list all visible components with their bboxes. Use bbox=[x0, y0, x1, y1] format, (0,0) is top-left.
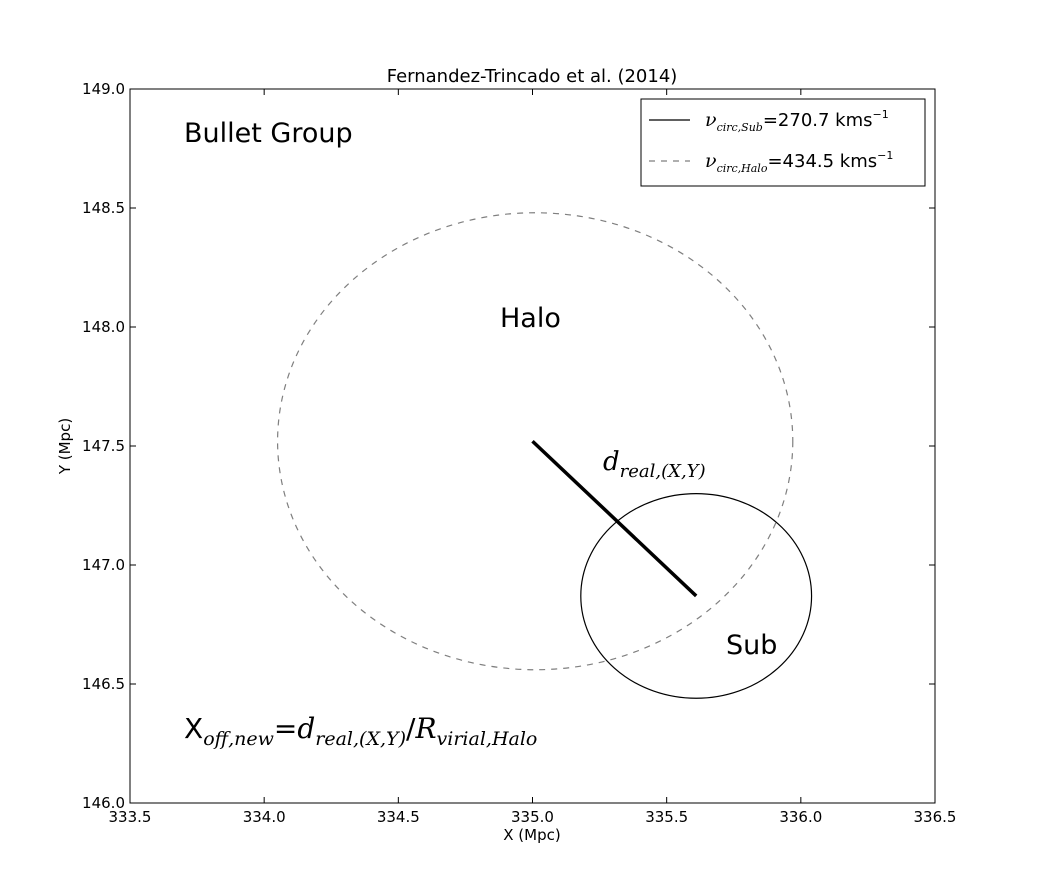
y-tick-label: 148.5 bbox=[82, 199, 125, 217]
y-tick-label: 149.0 bbox=[82, 80, 125, 98]
x-tick-label: 335.0 bbox=[511, 808, 554, 826]
legend-entry-halo: νcirc,Halo=434.5 kms−1 bbox=[705, 149, 893, 175]
sub-label: Sub bbox=[726, 630, 777, 661]
legend-box bbox=[640, 98, 926, 187]
sub-circle bbox=[580, 493, 813, 699]
x-axis-label: X (Mpc) bbox=[503, 826, 560, 844]
y-axis-label: Y (Mpc) bbox=[56, 418, 74, 475]
plot-shapes bbox=[276, 212, 813, 699]
x-tick-label: 333.5 bbox=[109, 808, 152, 826]
distance-label: dreal,(X,Y) bbox=[603, 447, 706, 482]
y-tick-label: 146.5 bbox=[82, 675, 125, 693]
y-tick-label: 147.0 bbox=[82, 556, 125, 574]
plot-area bbox=[129, 88, 936, 804]
group-name-label: Bullet Group bbox=[184, 118, 353, 149]
x-tick-label: 334.0 bbox=[243, 808, 286, 826]
legend-entry-sub: νcirc,Sub=270.7 kms−1 bbox=[705, 108, 889, 134]
offset-formula: Xoff,new=dreal,(X,Y)/Rvirial,Halo bbox=[184, 712, 537, 750]
halo-circle bbox=[276, 212, 794, 671]
halo-label: Halo bbox=[500, 303, 561, 334]
distance-segment bbox=[531, 439, 698, 598]
chart-title: Fernandez-Trincado et al. (2014) bbox=[387, 66, 678, 87]
x-axis: 333.5 334.0 334.5 335.0 335.5 336.0 336.5 bbox=[109, 89, 957, 826]
y-tick-label: 147.5 bbox=[82, 437, 125, 455]
x-tick-label: 336.5 bbox=[914, 808, 957, 826]
x-tick-label: 335.5 bbox=[645, 808, 688, 826]
y-tick-label: 148.0 bbox=[82, 318, 125, 336]
y-axis: 146.0 146.5 147.0 147.5 148.0 148.5 149.0 bbox=[82, 80, 935, 812]
x-tick-label: 334.5 bbox=[377, 808, 420, 826]
y-tick-label: 146.0 bbox=[82, 794, 125, 812]
legend: νcirc,Sub=270.7 kms−1 νcirc,Halo=434.5 k… bbox=[640, 98, 926, 187]
x-tick-label: 336.0 bbox=[779, 808, 822, 826]
